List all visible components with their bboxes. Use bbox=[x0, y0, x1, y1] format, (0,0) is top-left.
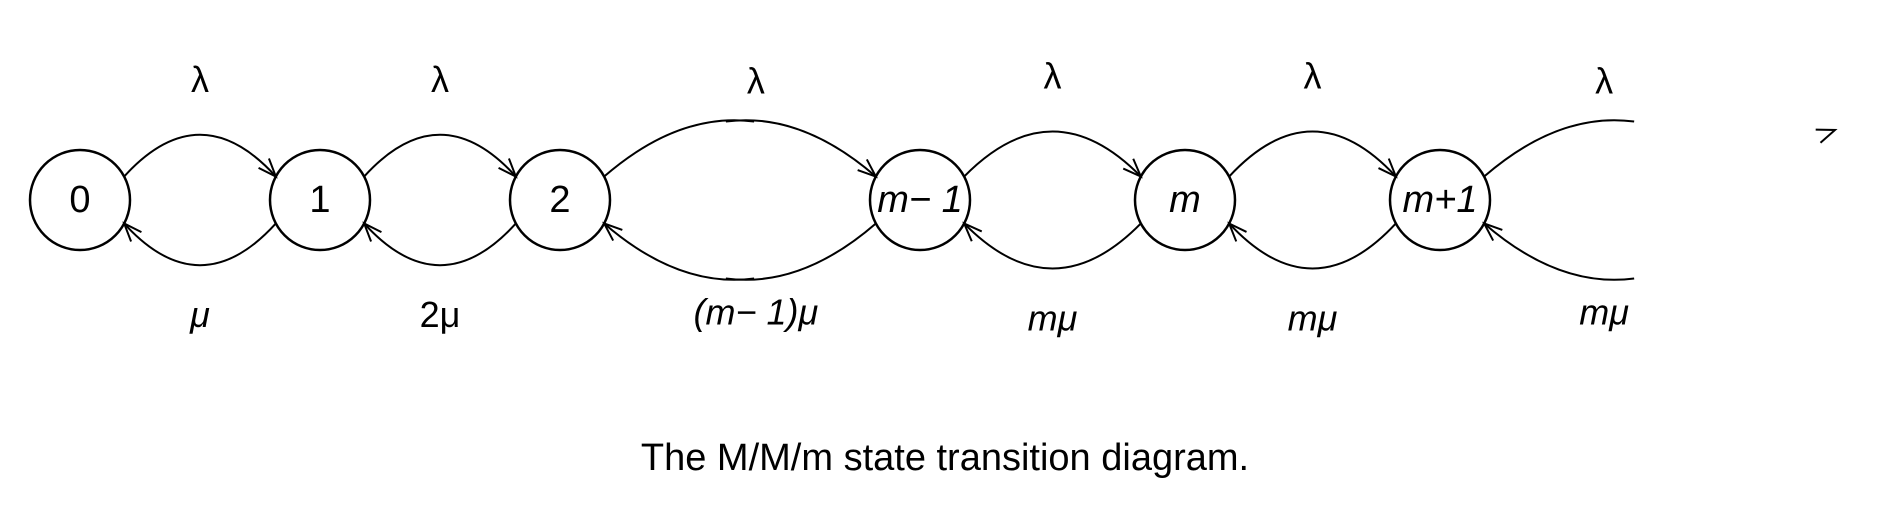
open-transition-label: mμ bbox=[1579, 291, 1629, 332]
transition-arc bbox=[364, 223, 516, 265]
open-transition-arc bbox=[604, 223, 754, 279]
arrowhead bbox=[1816, 130, 1835, 143]
open-transition-label: λ bbox=[747, 61, 765, 102]
transition-label: mμ bbox=[1288, 297, 1338, 338]
transition-label: λ bbox=[1304, 56, 1322, 97]
transition-label: λ bbox=[431, 59, 449, 100]
state-node-label: 2 bbox=[549, 179, 570, 221]
open-transition-arc bbox=[1484, 120, 1634, 176]
state-node-label: m− 1 bbox=[877, 179, 963, 221]
open-transition-arc bbox=[726, 120, 876, 176]
transition-label: mμ bbox=[1028, 297, 1078, 338]
open-transition-label: (m− 1)μ bbox=[693, 291, 818, 332]
transition-arc bbox=[964, 132, 1141, 177]
transition-label: λ bbox=[191, 59, 209, 100]
state-node-label: 0 bbox=[69, 179, 90, 221]
state-node-label: m bbox=[1169, 179, 1201, 221]
transition-arc bbox=[1229, 132, 1396, 177]
open-transition-label: λ bbox=[1595, 61, 1613, 102]
transition-label: μ bbox=[189, 294, 210, 335]
figure-caption: The M/M/m state transition diagram. bbox=[641, 437, 1249, 479]
transition-arc bbox=[964, 223, 1141, 268]
open-transition-arc bbox=[604, 120, 754, 176]
open-transition-arc bbox=[726, 223, 876, 279]
open-transition-arc bbox=[1484, 223, 1634, 279]
transition-arc bbox=[1229, 223, 1396, 268]
transition-arc bbox=[364, 135, 516, 177]
transition-arc bbox=[124, 135, 276, 177]
state-node-label: 1 bbox=[309, 179, 330, 221]
transition-arc bbox=[124, 223, 276, 265]
transition-label: 2μ bbox=[420, 294, 461, 335]
transition-label: λ bbox=[1044, 56, 1062, 97]
state-node-label: m+1 bbox=[1403, 179, 1478, 221]
